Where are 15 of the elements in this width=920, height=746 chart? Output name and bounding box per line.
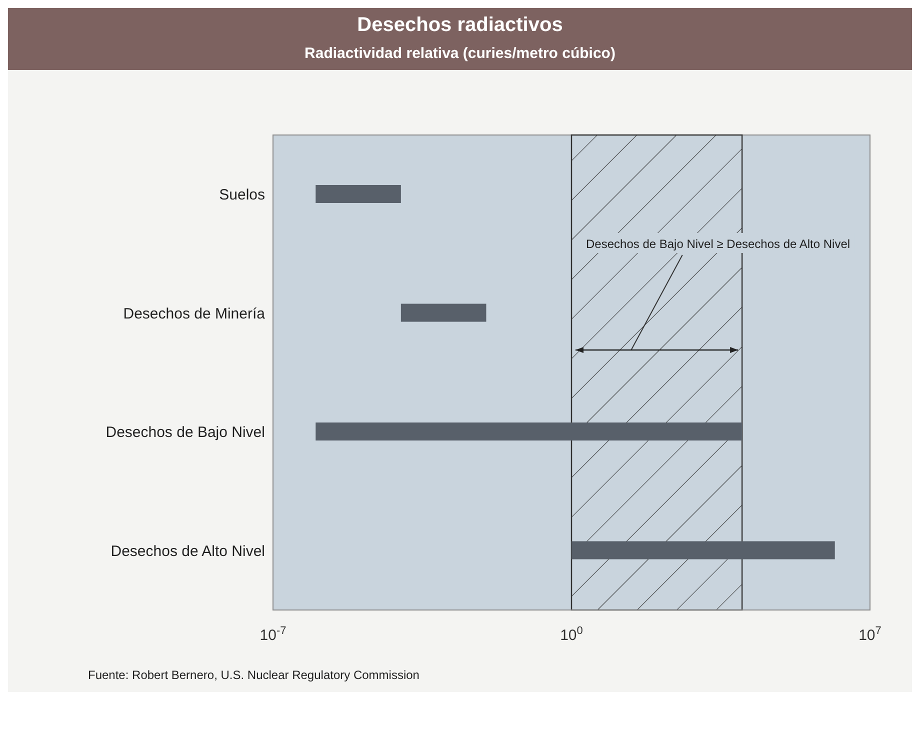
x-tick-label: 10$^{-7}$ bbox=[260, 625, 286, 644]
bar bbox=[400, 304, 486, 322]
source-note: Fuente: Robert Bernero, U.S. Nuclear Regulatory Commission bbox=[87, 667, 420, 684]
x-tick-label: 10$^{7}$ bbox=[858, 625, 882, 644]
bar bbox=[316, 422, 742, 440]
chart-subtitle: Radiactividad relativa (curies/metro cúbico) bbox=[304, 45, 616, 62]
x-tick-label: 10$^{0}$ bbox=[560, 625, 583, 644]
band-label: Desechos de Bajo Nivel ≥ Desechos de Alto Nivel bbox=[586, 237, 850, 251]
y-tick-label: Desechos de Minería bbox=[123, 305, 266, 322]
bar bbox=[316, 185, 401, 203]
chart-title: Desechos radiactivos bbox=[356, 14, 564, 37]
y-tick-label: Suelos bbox=[219, 186, 265, 204]
y-tick-label: Desechos de Alto Nivel bbox=[110, 542, 265, 560]
bar bbox=[572, 541, 835, 560]
y-tick-label: Desechos de Bajo Nivel bbox=[106, 424, 265, 442]
